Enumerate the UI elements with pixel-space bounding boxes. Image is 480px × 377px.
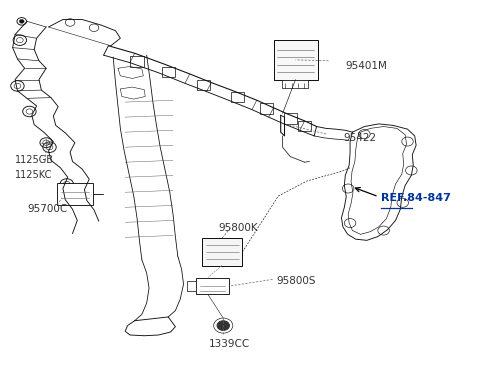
Text: 1339CC: 1339CC bbox=[209, 339, 250, 349]
Text: 1125KC: 1125KC bbox=[15, 170, 52, 180]
Bar bbox=[274, 40, 318, 80]
Circle shape bbox=[19, 20, 24, 23]
Text: 95401M: 95401M bbox=[345, 61, 387, 71]
Bar bbox=[202, 239, 242, 265]
Text: REF.84-847: REF.84-847 bbox=[381, 193, 451, 203]
Bar bbox=[282, 80, 309, 88]
Bar bbox=[231, 92, 244, 103]
Bar bbox=[196, 277, 228, 294]
Text: 95800S: 95800S bbox=[276, 276, 315, 285]
Text: 1125GB: 1125GB bbox=[15, 155, 54, 166]
Bar bbox=[284, 113, 297, 124]
Bar bbox=[298, 121, 312, 131]
Bar bbox=[131, 56, 144, 67]
Bar bbox=[161, 67, 175, 77]
Bar bbox=[197, 80, 210, 90]
Bar bbox=[187, 281, 196, 291]
Bar bbox=[57, 183, 93, 205]
Circle shape bbox=[217, 321, 229, 331]
Text: 95700C: 95700C bbox=[27, 204, 67, 214]
Text: 95422: 95422 bbox=[343, 133, 376, 143]
Bar bbox=[260, 103, 273, 114]
Text: 95800K: 95800K bbox=[218, 223, 258, 233]
